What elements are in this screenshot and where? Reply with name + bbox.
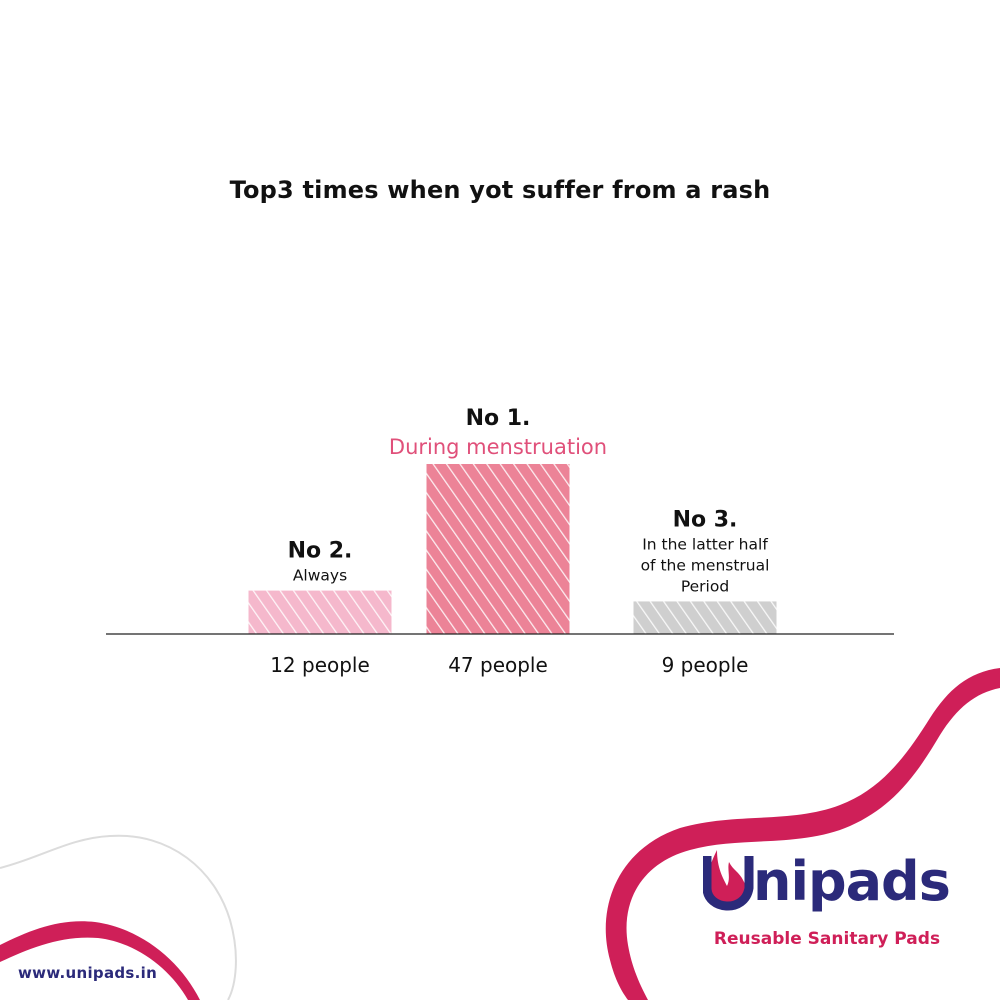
bar-hatch-3 [633,601,777,634]
chart-title: Top3 times when yot suffer from a rash [229,176,771,204]
rank-label-3: No 3. [673,507,738,532]
bar-3 [633,601,777,634]
category-label-3-line-3: Period [681,577,729,595]
brand-tagline: Reusable Sanitary Pads [713,929,941,949]
bar-1 [248,590,392,634]
crimson-ribbon-left [0,921,200,1000]
value-label-1: 12 people [270,653,370,677]
website-url[interactable]: www.unipads.in [18,964,158,982]
rank-label-1: No 2. [288,539,353,564]
logo-u-stroke [703,856,754,911]
category-label-3-line-2: of the menstrual [641,556,770,574]
category-label-1-line-1: Always [293,567,347,585]
rank-label-2: No 1. [466,406,531,431]
crimson-ribbon-right [605,668,1000,1000]
value-label-2: 47 people [448,653,548,677]
category-label-3-line-1: In the latter half [642,535,768,553]
bar-hatch-1 [248,590,392,634]
value-label-3: 9 people [662,653,749,677]
logo-wordmark: nipads [753,850,950,913]
category-label-2-line-1: During menstruation [389,435,607,459]
bar-hatch-2 [426,464,570,634]
gray-blob-outline [0,834,237,1000]
unipads-logo: nipads [703,850,951,913]
logo-drop-icon [706,850,747,911]
bar-2 [426,464,570,634]
